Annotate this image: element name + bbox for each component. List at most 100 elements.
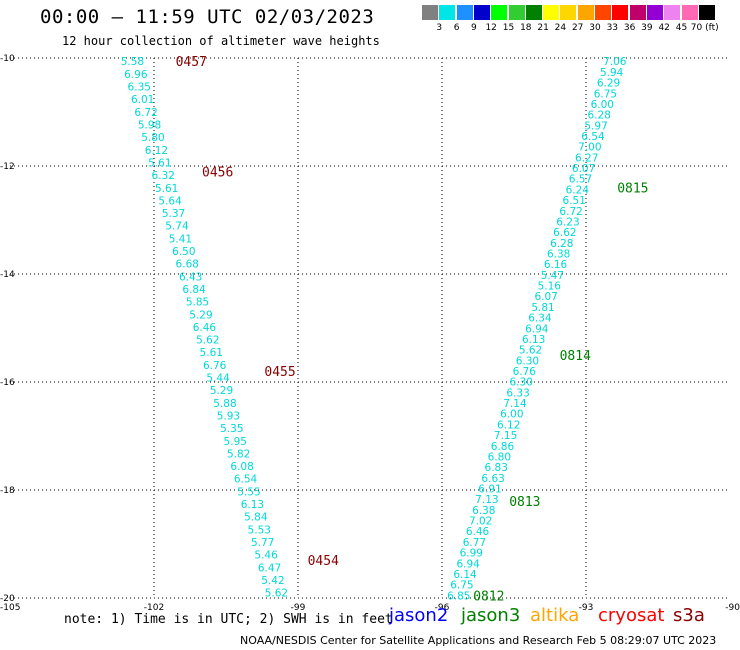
credit-line: NOAA/NESDIS Center for Satellite Applica… xyxy=(240,634,717,647)
color-scale-swatch xyxy=(577,5,594,20)
pass-time-label: 0457 xyxy=(176,55,207,70)
wave-height-value: 7.06 xyxy=(603,56,627,68)
x-tick-label: -105 xyxy=(0,603,20,613)
wave-height-value: 6.08 xyxy=(230,461,253,473)
wave-height-value: 6.38 xyxy=(472,505,495,517)
wave-height-value: 6.01 xyxy=(131,94,154,106)
color-scale-swatch xyxy=(456,5,473,20)
wave-height-value: 5.61 xyxy=(200,347,223,359)
wave-height-value: 6.72 xyxy=(559,206,582,218)
wave-height-value: 6.76 xyxy=(203,360,227,372)
wave-height-value: 5.85 xyxy=(186,297,209,309)
color-scale-swatch xyxy=(698,5,715,20)
wave-height-value: 6.76 xyxy=(513,366,537,378)
pass-time-label: 0456 xyxy=(202,165,233,180)
wave-height-value: 5.62 xyxy=(265,588,288,600)
wave-height-value: 5.95 xyxy=(224,436,247,448)
wave-height-value: 6.46 xyxy=(466,526,490,538)
color-scale-swatch xyxy=(439,5,456,20)
x-tick-label: -102 xyxy=(144,603,164,613)
wave-height-value: 5.61 xyxy=(148,157,171,169)
color-scale-swatch xyxy=(681,5,698,20)
y-tick-label: -20 xyxy=(0,594,15,604)
wave-height-value: 5.61 xyxy=(155,183,178,195)
wave-height-value: 6.63 xyxy=(481,473,504,485)
wave-height-value: 6.00 xyxy=(500,409,523,421)
color-scale-label: 24 xyxy=(554,23,567,33)
legend-cryosat: cryosat xyxy=(598,605,665,626)
x-tick-label: -90 xyxy=(725,603,740,613)
wave-height-value: 5.46 xyxy=(254,550,278,562)
wave-height-value: 6.00 xyxy=(591,99,614,111)
color-scale-swatch xyxy=(595,5,611,20)
color-scale-swatch xyxy=(473,5,490,20)
color-scale-swatch xyxy=(664,5,681,20)
wave-height-value: 6.07 xyxy=(534,291,557,303)
legend-s3a: s3a xyxy=(673,605,705,626)
wave-height-value: 6.46 xyxy=(193,322,217,334)
color-scale-label: 70 (ft) xyxy=(690,23,719,33)
wave-height-value: 6.24 xyxy=(566,184,590,196)
chart-subtitle: 12 hour collection of altimeter wave hei… xyxy=(62,34,380,48)
wave-height-value: 5.55 xyxy=(237,486,260,498)
color-scale-swatch xyxy=(422,5,438,20)
wave-height-value: 5.93 xyxy=(217,410,240,422)
wave-height-value: 6.47 xyxy=(258,562,281,574)
wave-height-value: 5.74 xyxy=(165,221,189,233)
y-tick-label: -16 xyxy=(0,378,15,388)
pass-time-label: 0812 xyxy=(473,589,504,604)
wave-height-value: 6.35 xyxy=(128,82,151,94)
wave-height-value: 7.14 xyxy=(503,398,527,410)
x-tick-label: -96 xyxy=(435,603,450,613)
wave-height-value: 6.50 xyxy=(172,246,195,258)
wave-height-value: 6.28 xyxy=(588,110,611,122)
wave-height-value: 5.53 xyxy=(248,524,271,536)
wave-height-value: 6.14 xyxy=(453,569,477,581)
color-scale-swatch xyxy=(491,5,508,20)
wave-height-value: 6.12 xyxy=(145,145,168,157)
x-tick-label: -99 xyxy=(291,603,306,613)
wave-height-value: 5.84 xyxy=(244,512,268,524)
pass-time-label: 0454 xyxy=(308,554,339,569)
legend-jason3: jason3 xyxy=(461,605,521,626)
wave-height-value: 6.54 xyxy=(581,131,605,143)
wave-height-value: 6.94 xyxy=(456,558,480,570)
pass-time-label: 0815 xyxy=(617,182,648,197)
y-tick-label: -14 xyxy=(0,270,15,280)
wave-height-value: 5.37 xyxy=(162,208,185,220)
wave-height-value: 5.41 xyxy=(169,233,192,245)
wave-height-value: 5.97 xyxy=(584,120,607,132)
color-scale-swatch xyxy=(646,5,663,20)
wave-height-value: 6.99 xyxy=(460,548,483,560)
wave-height-value: 5.77 xyxy=(251,537,274,549)
wave-height-value: 5.88 xyxy=(213,398,236,410)
wave-height-value: 6.13 xyxy=(522,334,545,346)
wave-height-value: 6.68 xyxy=(176,259,199,271)
wave-height-value: 7.15 xyxy=(494,430,517,442)
legend-jason2: jason2 xyxy=(389,605,449,626)
wave-height-value: 6.85 xyxy=(447,590,470,602)
pass-time-label: 0814 xyxy=(560,349,591,364)
wave-height-value: 6.29 xyxy=(597,78,620,90)
y-tick-label: -12 xyxy=(0,162,15,172)
wave-height-value: 6.13 xyxy=(241,499,264,511)
wave-height-value: 6.33 xyxy=(506,387,529,399)
color-scale-swatch xyxy=(629,5,646,20)
wave-height-value: 6.30 xyxy=(510,377,533,389)
wave-height-value: 5.35 xyxy=(220,423,243,435)
wave-height-value: 7.00 xyxy=(578,142,601,154)
wave-height-value: 5.80 xyxy=(141,132,164,144)
wave-height-value: 5.47 xyxy=(541,270,564,282)
wave-height-value: 6.34 xyxy=(528,313,552,325)
color-scale-label: 9 xyxy=(471,23,477,33)
wave-height-value: 6.57 xyxy=(569,174,592,186)
wave-height-value: 6.80 xyxy=(488,451,511,463)
wave-height-value: 5.58 xyxy=(121,56,144,68)
wave-height-value: 5.29 xyxy=(189,309,212,321)
wave-height-value: 6.51 xyxy=(563,195,586,207)
color-scale-swatch xyxy=(525,5,542,20)
wave-height-value: 5.82 xyxy=(227,448,250,460)
wave-height-value: 7.13 xyxy=(475,494,498,506)
wave-height-value: 6.12 xyxy=(497,419,520,431)
pass-time-label: 0813 xyxy=(509,495,540,510)
